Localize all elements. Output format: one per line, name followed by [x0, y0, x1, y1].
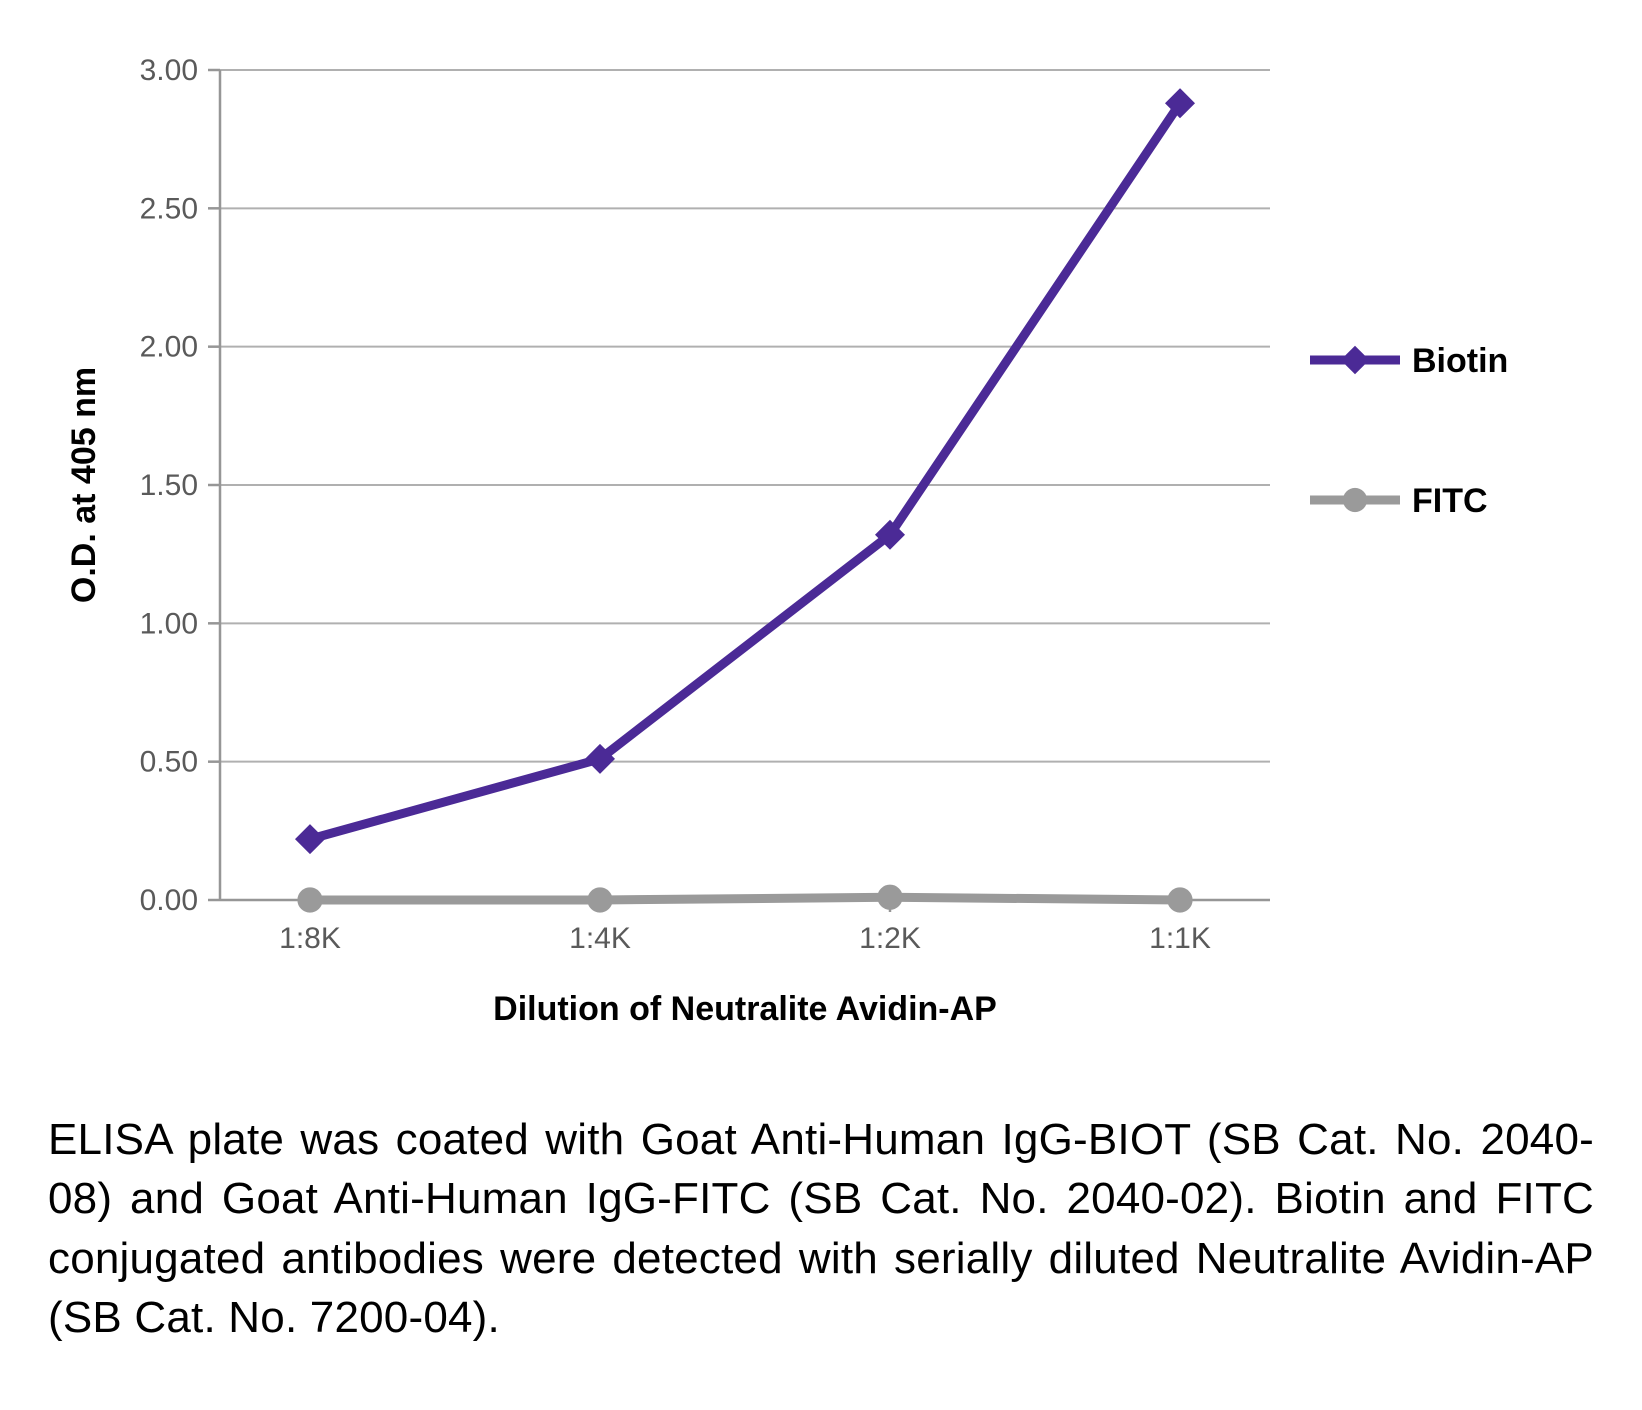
x-tick-label: 1:1K — [1149, 922, 1211, 955]
y-tick-label: 0.00 — [140, 884, 198, 917]
y-tick-label: 3.00 — [140, 54, 198, 87]
y-tick-label: 1.00 — [140, 607, 198, 640]
series-marker — [878, 885, 902, 909]
series-marker — [588, 888, 612, 912]
y-axis-title: O.D. at 405 nm — [65, 367, 103, 603]
legend-swatch-marker — [1343, 488, 1367, 512]
legend-label: Biotin — [1412, 342, 1508, 380]
chart-svg: 0.00 0.50 1.00 1.50 2.00 2.50 3.00 1:8K 1:4K 1:2K… — [40, 30, 1602, 1090]
line-chart: 0.00 0.50 1.00 1.50 2.00 2.50 3.00 1:8K 1:4K 1:2K… — [40, 30, 1602, 1090]
figure-caption: ELISA plate was coated with Goat Anti-Hu… — [40, 1110, 1602, 1348]
legend-label: FITC — [1412, 482, 1488, 520]
y-tick-label: 0.50 — [140, 746, 198, 779]
x-axis-title: Dilution of Neutralite Avidin-AP — [493, 990, 997, 1028]
y-tick-label: 2.00 — [140, 331, 198, 364]
series-marker — [1168, 888, 1192, 912]
y-tick-label: 2.50 — [140, 192, 198, 225]
x-tick-label: 1:4K — [569, 922, 631, 955]
x-tick-label: 1:2K — [859, 922, 921, 955]
series-marker — [296, 825, 325, 854]
y-tick-label: 1.50 — [140, 469, 198, 502]
legend-swatch-marker — [1341, 346, 1370, 375]
series-line — [310, 897, 1180, 900]
x-tick-label: 1:8K — [279, 922, 341, 955]
series-marker — [298, 888, 322, 912]
series-line — [310, 103, 1180, 839]
page: 0.00 0.50 1.00 1.50 2.00 2.50 3.00 1:8K 1:4K 1:2K… — [0, 0, 1642, 1410]
